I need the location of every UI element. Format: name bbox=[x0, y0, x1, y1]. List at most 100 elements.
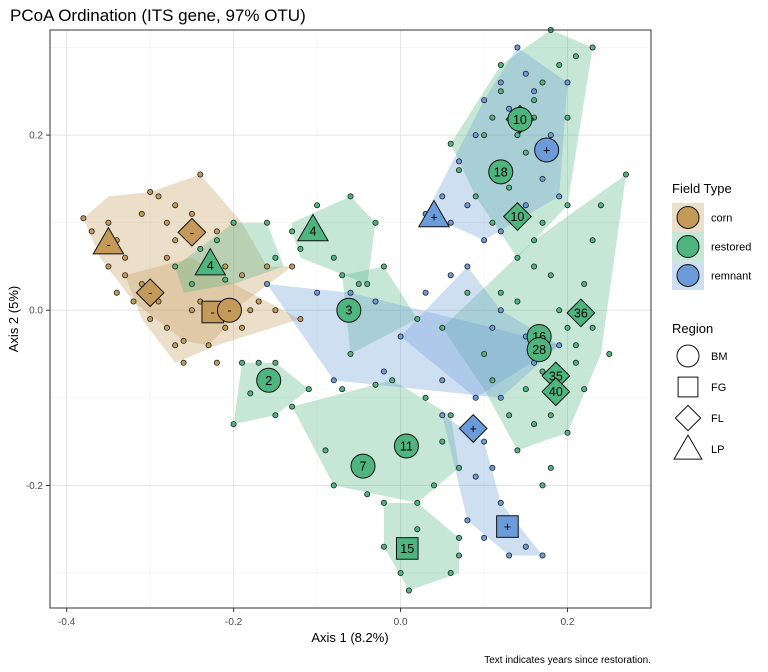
convex-hulls bbox=[83, 30, 626, 591]
sample-point-restored bbox=[405, 587, 412, 594]
sample-point-remnant bbox=[497, 228, 504, 235]
sample-point-restored bbox=[606, 350, 613, 357]
centroid-restored-lp bbox=[296, 213, 329, 242]
sample-point-remnant bbox=[439, 193, 446, 200]
sample-point-remnant bbox=[263, 280, 270, 287]
centroid-label: 40 bbox=[549, 385, 563, 399]
sample-point-corn bbox=[163, 219, 170, 226]
hull-restored bbox=[450, 30, 593, 258]
sample-point-restored bbox=[464, 289, 471, 296]
sample-point-corn bbox=[80, 215, 87, 222]
sample-point-restored bbox=[547, 464, 554, 471]
sample-point-corn bbox=[113, 289, 120, 296]
sample-point-remnant bbox=[547, 132, 554, 139]
x-tick-label: -0.4 bbox=[58, 617, 76, 628]
sample-point-remnant bbox=[506, 552, 513, 559]
hull-restored bbox=[342, 266, 418, 354]
centroid-restored-fg bbox=[395, 537, 419, 560]
sample-point-restored bbox=[531, 97, 538, 104]
sample-point-restored bbox=[539, 368, 546, 375]
sample-point-remnant bbox=[497, 499, 504, 506]
centroid-label: 7 bbox=[360, 460, 367, 474]
centroid-label: 10 bbox=[510, 210, 524, 224]
sample-point-restored bbox=[197, 245, 204, 252]
sample-point-restored bbox=[347, 193, 354, 200]
sample-point-corn bbox=[180, 359, 187, 366]
sample-point-restored bbox=[539, 79, 546, 86]
sample-point-restored bbox=[364, 491, 371, 498]
centroid-label: 18 bbox=[494, 165, 508, 179]
sample-point-restored bbox=[539, 482, 546, 489]
x-tick-label: -0.2 bbox=[225, 617, 243, 628]
centroid-label: - bbox=[190, 226, 194, 240]
sample-point-corn bbox=[222, 324, 229, 331]
centroid-restored-fl bbox=[541, 377, 571, 407]
sample-point-restored bbox=[581, 280, 588, 287]
centroid-remnant-bm bbox=[534, 137, 560, 163]
sample-point-restored bbox=[355, 280, 362, 287]
centroid-restored-bm bbox=[393, 433, 419, 459]
sample-point-corn bbox=[188, 210, 195, 217]
centroid-label: + bbox=[504, 520, 511, 534]
sample-point-restored bbox=[414, 526, 421, 533]
sample-point-remnant bbox=[472, 132, 479, 139]
centroid-restored-bm bbox=[256, 367, 282, 393]
sample-point-restored bbox=[297, 245, 304, 252]
x-axis-ticks: -0.4 -0.2 0.0 0.2 bbox=[58, 608, 575, 628]
centroid-label: 15 bbox=[400, 542, 414, 556]
sample-point-restored bbox=[372, 219, 379, 226]
sample-point-remnant bbox=[564, 79, 571, 86]
sample-point-restored bbox=[314, 202, 321, 209]
sample-point-corn bbox=[105, 219, 112, 226]
y-tick-label: 0.0 bbox=[29, 306, 43, 317]
sample-point-remnant bbox=[455, 158, 462, 165]
centroid-restored-lp bbox=[194, 247, 227, 276]
chart-title: PCoA Ordination (ITS gene, 97% OTU) bbox=[10, 6, 306, 25]
sample-point-corn bbox=[172, 202, 179, 209]
centroid-label: - bbox=[211, 305, 215, 319]
sample-point-restored bbox=[380, 263, 387, 270]
sample-point-restored bbox=[455, 464, 462, 471]
sample-point-restored bbox=[172, 263, 179, 270]
sample-point-restored bbox=[564, 429, 571, 436]
sample-point-restored bbox=[547, 272, 554, 279]
sample-point-corn bbox=[172, 342, 179, 349]
sample-point-corn bbox=[163, 254, 170, 261]
sample-point-restored bbox=[597, 202, 604, 209]
legend-shape-fl bbox=[674, 404, 702, 432]
legend-region: Region BM FG FL LP bbox=[672, 321, 728, 460]
sample-point-restored bbox=[556, 62, 563, 69]
x-tick-label: 0.2 bbox=[561, 617, 575, 628]
sample-point-corn bbox=[289, 263, 296, 270]
centroid-label: 36 bbox=[574, 306, 588, 320]
sample-point-restored bbox=[397, 570, 404, 577]
sample-point-corn bbox=[188, 307, 195, 314]
hull-restored bbox=[233, 362, 309, 425]
panel-border bbox=[49, 29, 652, 609]
sample-point-corn bbox=[197, 171, 204, 178]
centroid-label: 35 bbox=[549, 369, 563, 383]
sample-point-remnant bbox=[464, 202, 471, 209]
sample-point-restored bbox=[497, 62, 504, 69]
hull-remnant bbox=[400, 266, 560, 398]
sample-point-restored bbox=[623, 171, 630, 178]
sample-point-restored bbox=[289, 403, 296, 410]
sample-point-remnant bbox=[556, 342, 563, 349]
sample-point-remnant bbox=[439, 412, 446, 419]
centroid-markers: -----443271115181010103616283540++++ bbox=[92, 104, 596, 560]
sample-point-remnant bbox=[506, 105, 513, 112]
centroid-label: - bbox=[148, 286, 152, 300]
sample-point-restored bbox=[188, 280, 195, 287]
legend-swatch-remnant bbox=[676, 264, 700, 287]
centroid-label: 4 bbox=[309, 225, 316, 239]
centroid-label: 11 bbox=[400, 439, 413, 453]
sample-point-remnant bbox=[497, 394, 504, 401]
sample-point-remnant bbox=[522, 70, 529, 77]
grid-lines bbox=[50, 30, 651, 608]
sample-point-restored bbox=[213, 237, 220, 244]
sample-point-remnant bbox=[539, 552, 546, 559]
sample-point-remnant bbox=[422, 289, 429, 296]
sample-point-remnant bbox=[347, 289, 354, 296]
sample-point-remnant bbox=[330, 377, 337, 384]
sample-point-corn bbox=[247, 307, 254, 314]
